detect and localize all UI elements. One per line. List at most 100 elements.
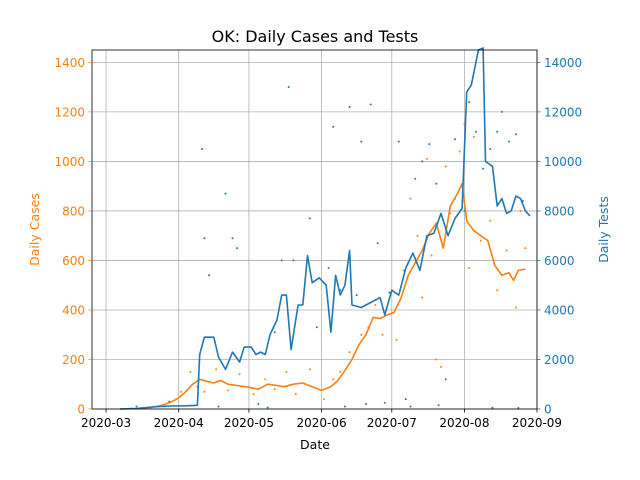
tests-point <box>208 274 211 277</box>
y-tick-label-right: 14000 <box>544 56 582 70</box>
tests-point <box>332 125 335 128</box>
x-axis-label: Date <box>300 437 330 452</box>
cases-point <box>440 365 442 368</box>
tests-point <box>435 182 438 185</box>
cases-point <box>332 378 335 381</box>
cases-point <box>374 304 377 306</box>
cases-point <box>435 358 438 361</box>
axes: 2020-03 2020-04 2020-05 2020-06 2020-07 2020-… <box>54 56 582 430</box>
cases-point <box>238 373 241 376</box>
cases-point <box>273 388 276 391</box>
tests-point <box>414 177 417 180</box>
x-tick-label: 2020-04 <box>154 416 204 430</box>
cases-point <box>395 338 398 341</box>
tests-point <box>257 403 260 405</box>
tests-point <box>468 101 471 103</box>
tests-point <box>266 406 269 409</box>
data-marks <box>120 47 531 410</box>
y-tick-label-right: 8000 <box>544 204 575 218</box>
cases-point <box>180 390 182 393</box>
cases-point <box>402 269 405 272</box>
tests-point <box>421 160 424 163</box>
tests-point <box>203 237 206 240</box>
cases-point <box>409 197 412 200</box>
chart-title: OK: Daily Cases and Tests <box>212 27 419 46</box>
y-tick-label-right: 0 <box>544 403 552 417</box>
x-tick-label: 2020-05 <box>224 416 274 430</box>
tests-point <box>376 242 379 245</box>
tests-point <box>454 138 456 141</box>
x-tick-label: 2020-03 <box>81 416 131 430</box>
cases-point <box>264 378 267 381</box>
tests-point <box>475 130 478 133</box>
y-tick-label-right: 2000 <box>544 353 575 367</box>
tests-point <box>348 105 351 108</box>
tests-point <box>514 133 517 136</box>
cases-point <box>322 398 325 401</box>
tests-point <box>287 86 290 89</box>
y-tick-label-right: 12000 <box>544 105 582 119</box>
cases-point <box>252 393 255 396</box>
y-tick-label-left: 400 <box>62 303 85 317</box>
tests-point <box>491 406 494 409</box>
cases-point <box>360 333 363 336</box>
cases-point <box>215 368 218 371</box>
tests-point <box>482 167 485 170</box>
y-tick-label-left: 1000 <box>54 155 85 169</box>
cases-point <box>308 368 311 371</box>
cases-point <box>421 296 424 299</box>
cases-point <box>339 370 342 373</box>
tests-point <box>280 259 283 262</box>
cases-point <box>514 306 517 309</box>
tests-point <box>437 404 440 407</box>
y-tick-label-left: 200 <box>62 353 85 367</box>
cases-point <box>348 351 351 354</box>
plot-area <box>92 50 537 409</box>
cases-point <box>416 234 419 237</box>
tests-point <box>444 378 447 381</box>
cases-point <box>519 209 522 212</box>
y-tick-label-left: 1400 <box>54 56 85 70</box>
cases-point <box>479 239 482 242</box>
tests-point <box>507 140 510 143</box>
cases-point <box>505 249 508 252</box>
cases-point <box>203 390 206 393</box>
tests-point <box>292 259 295 262</box>
tests-point <box>224 192 227 195</box>
tests-point <box>500 110 503 113</box>
y-tick-label-left: 600 <box>62 254 85 268</box>
x-tick-label: 2020-08 <box>439 416 489 430</box>
tests-point <box>369 103 372 106</box>
tests-point <box>428 143 431 146</box>
tests-point <box>409 405 412 408</box>
y-tick-label-right: 6000 <box>544 254 575 268</box>
y-axis-label-right: Daily Tests <box>596 196 611 263</box>
tests-point <box>231 237 234 240</box>
cases-point <box>189 370 192 373</box>
x-tick-label: 2020-09 <box>512 416 562 430</box>
cases-point <box>524 247 527 250</box>
y-tick-label-left: 800 <box>62 204 85 218</box>
tests-point <box>308 217 311 220</box>
tests-point <box>388 291 391 294</box>
x-tick-label: 2020-07 <box>367 416 417 430</box>
cases-point <box>226 389 229 392</box>
tests-point <box>135 405 138 408</box>
cases-point <box>458 150 461 153</box>
plot-frame <box>91 49 538 410</box>
cases-point <box>294 393 297 396</box>
y-axis-label-left: Daily Cases <box>27 193 42 266</box>
cases-point <box>496 289 499 292</box>
y-tick-label-right: 4000 <box>544 303 575 317</box>
tests-point <box>343 405 346 408</box>
tests-point <box>365 403 367 405</box>
cases-point <box>472 135 475 138</box>
cases-line <box>120 182 526 410</box>
x-tick-label: 2020-06 <box>296 416 346 430</box>
tests-point <box>404 398 407 401</box>
y-tick-label-left: 1200 <box>54 105 85 119</box>
tests-point <box>383 401 386 404</box>
tests-point <box>315 326 318 329</box>
y-tick-label-right: 10000 <box>544 155 582 169</box>
